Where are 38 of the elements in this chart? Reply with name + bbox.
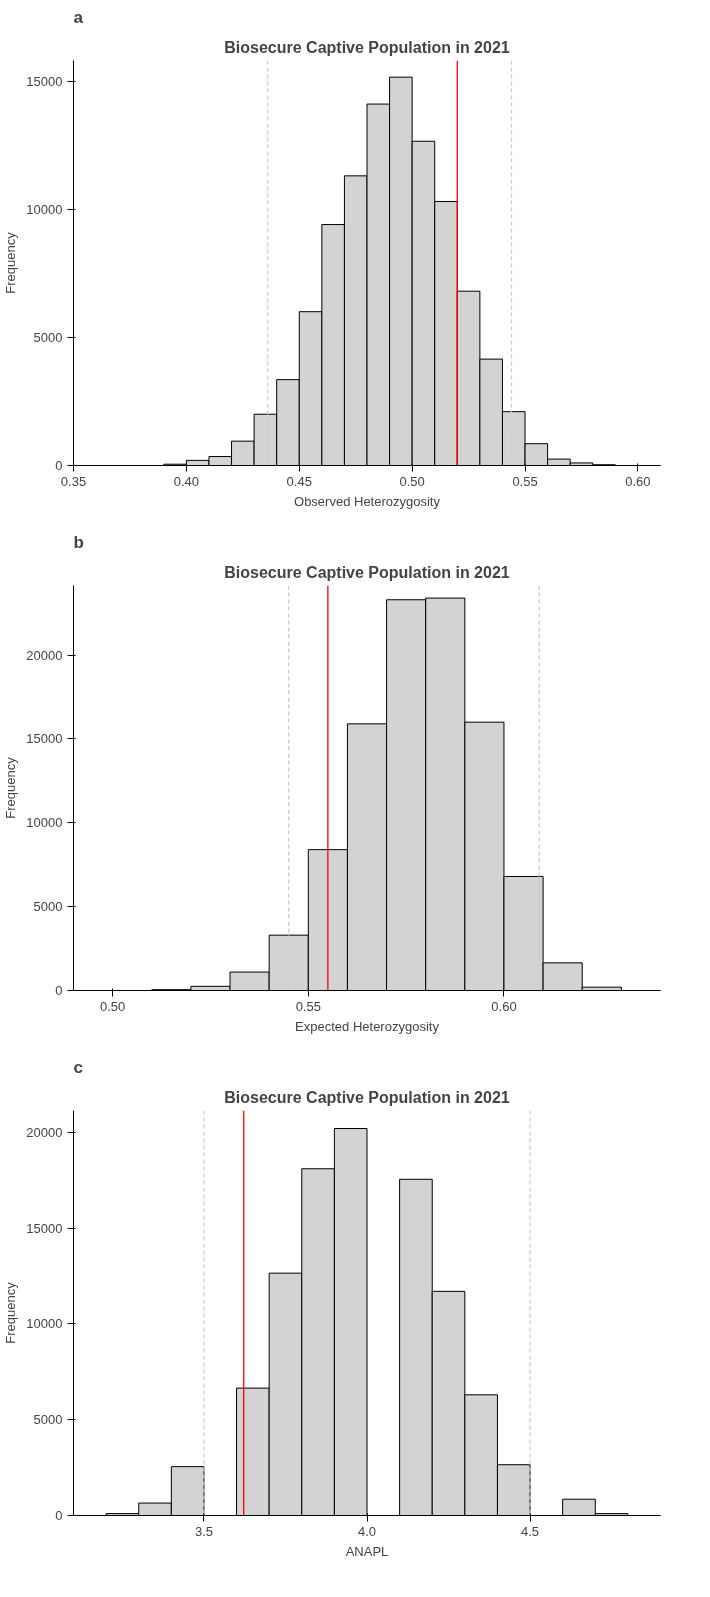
y-axis-title: Frequency bbox=[3, 756, 19, 819]
text: c bbox=[73, 1057, 83, 1077]
y-tick-label: 10000 bbox=[26, 201, 63, 217]
y-tick-label: 10000 bbox=[26, 1316, 63, 1332]
y-tick-label: 0 bbox=[55, 458, 63, 473]
x-tick-label: 0.55 bbox=[512, 473, 538, 489]
x-tick-label: 4.0 bbox=[357, 1523, 377, 1539]
x-tick-label: 0.50 bbox=[99, 998, 126, 1014]
x-axis-title: Expected Heterozygosity bbox=[295, 1018, 440, 1034]
x-axis-title: ANAPL bbox=[345, 1543, 389, 1559]
y-tick-label: 20000 bbox=[26, 647, 63, 663]
y-tick-label: 5000 bbox=[33, 329, 63, 345]
x-tick-label: 0.60 bbox=[625, 473, 651, 489]
x-tick-label: 4.5 bbox=[521, 1523, 540, 1539]
y-tick-label: 10000 bbox=[26, 815, 63, 831]
y-axis-title: Frequency bbox=[3, 1281, 19, 1344]
y-tick-label: 0 bbox=[55, 1508, 63, 1523]
x-tick-label: 0.60 bbox=[491, 998, 517, 1014]
chart-title: Biosecure Captive Population in 2021 bbox=[224, 1088, 510, 1106]
y-tick-label: 15000 bbox=[26, 731, 63, 747]
x-tick-label: 0.45 bbox=[286, 473, 312, 489]
text: a bbox=[73, 7, 84, 27]
y-tick-label: 15000 bbox=[26, 1220, 63, 1236]
x-tick-label: 0.55 bbox=[295, 998, 321, 1014]
text: b bbox=[73, 532, 84, 552]
x-tick-label: 0.40 bbox=[173, 473, 200, 489]
y-tick-label: 5000 bbox=[33, 1412, 63, 1428]
x-tick-label: 0.35 bbox=[60, 473, 87, 489]
x-axis-title: Observed Heterozygosity bbox=[294, 493, 441, 509]
y-tick-label: 15000 bbox=[26, 73, 63, 89]
x-tick-label: 0.50 bbox=[399, 473, 425, 489]
chart-title: Biosecure Captive Population in 2021 bbox=[224, 38, 510, 56]
y-tick-label: 0 bbox=[55, 983, 63, 998]
y-tick-label: 5000 bbox=[33, 899, 63, 915]
y-axis-title: Frequency bbox=[3, 231, 19, 294]
x-tick-label: 3.5 bbox=[194, 1523, 213, 1539]
chart-title: Biosecure Captive Population in 2021 bbox=[224, 563, 510, 581]
y-tick-label: 20000 bbox=[26, 1124, 63, 1140]
